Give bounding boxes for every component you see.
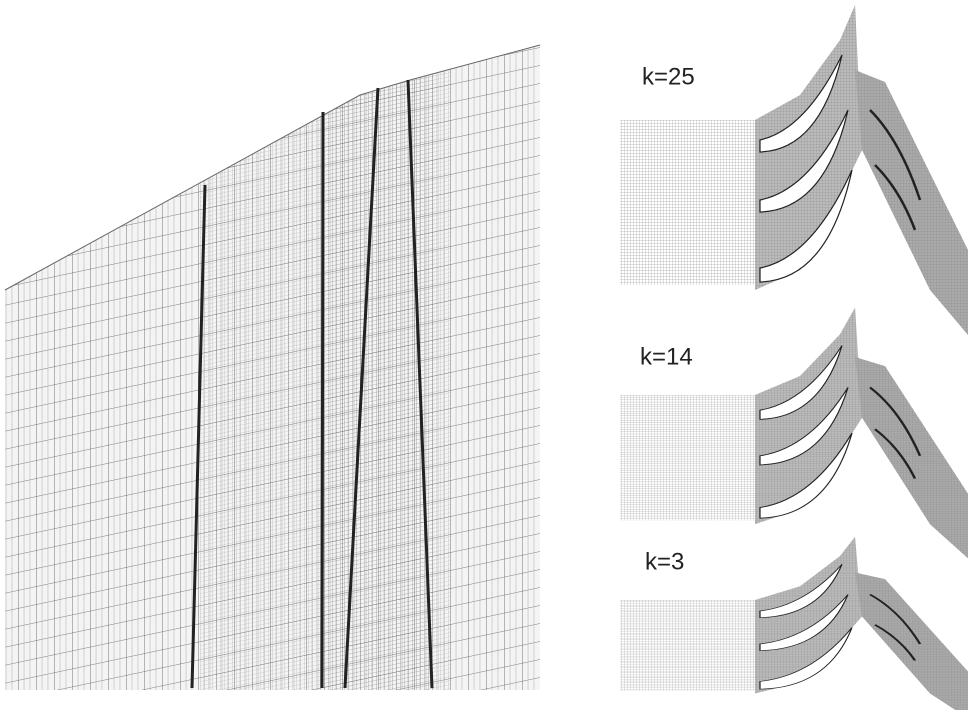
- section-label: k=14: [640, 343, 693, 370]
- stage-k25: [618, 3, 968, 337]
- block-interfaces: [190, 79, 434, 689]
- section-label: k=3: [645, 548, 684, 575]
- section-label: k=25: [642, 63, 695, 90]
- main-mesh: [5, 45, 540, 690]
